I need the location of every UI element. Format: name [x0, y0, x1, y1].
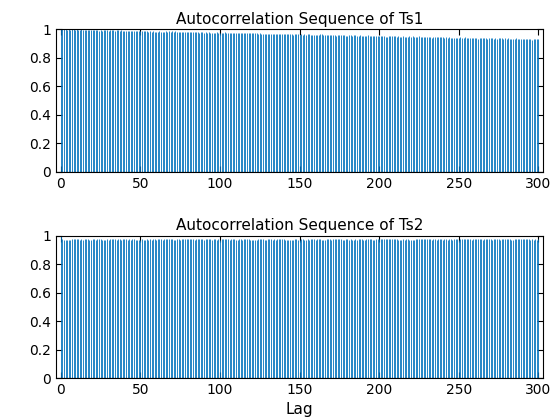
- Title: Autocorrelation Sequence of Ts1: Autocorrelation Sequence of Ts1: [176, 12, 423, 27]
- X-axis label: Lag: Lag: [286, 402, 314, 417]
- Title: Autocorrelation Sequence of Ts2: Autocorrelation Sequence of Ts2: [176, 218, 423, 233]
